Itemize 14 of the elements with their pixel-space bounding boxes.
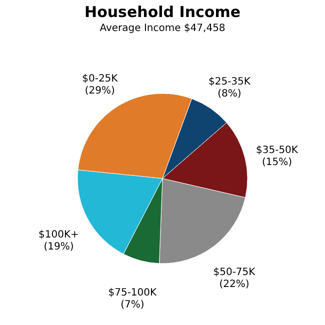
data-label: (29%) xyxy=(84,85,116,96)
data-label: (15%) xyxy=(262,156,292,168)
chart-title: Household Income xyxy=(84,3,240,21)
data-label: (19%) xyxy=(44,242,74,253)
data-label: (8%) xyxy=(218,88,242,100)
data-label: (7%) xyxy=(120,300,144,311)
slice-label: $50-75K xyxy=(213,267,256,278)
data-label: (22%) xyxy=(219,279,250,290)
slice-label: $100K+ xyxy=(38,230,79,241)
chart-subtitle: Average Income $47,458 xyxy=(100,23,226,34)
slice-label: $75-100K xyxy=(108,288,158,299)
slice-label: $0-25K xyxy=(82,73,118,84)
slice-label: $35-50K xyxy=(256,144,298,156)
slice-label: $25-35K xyxy=(208,76,251,88)
